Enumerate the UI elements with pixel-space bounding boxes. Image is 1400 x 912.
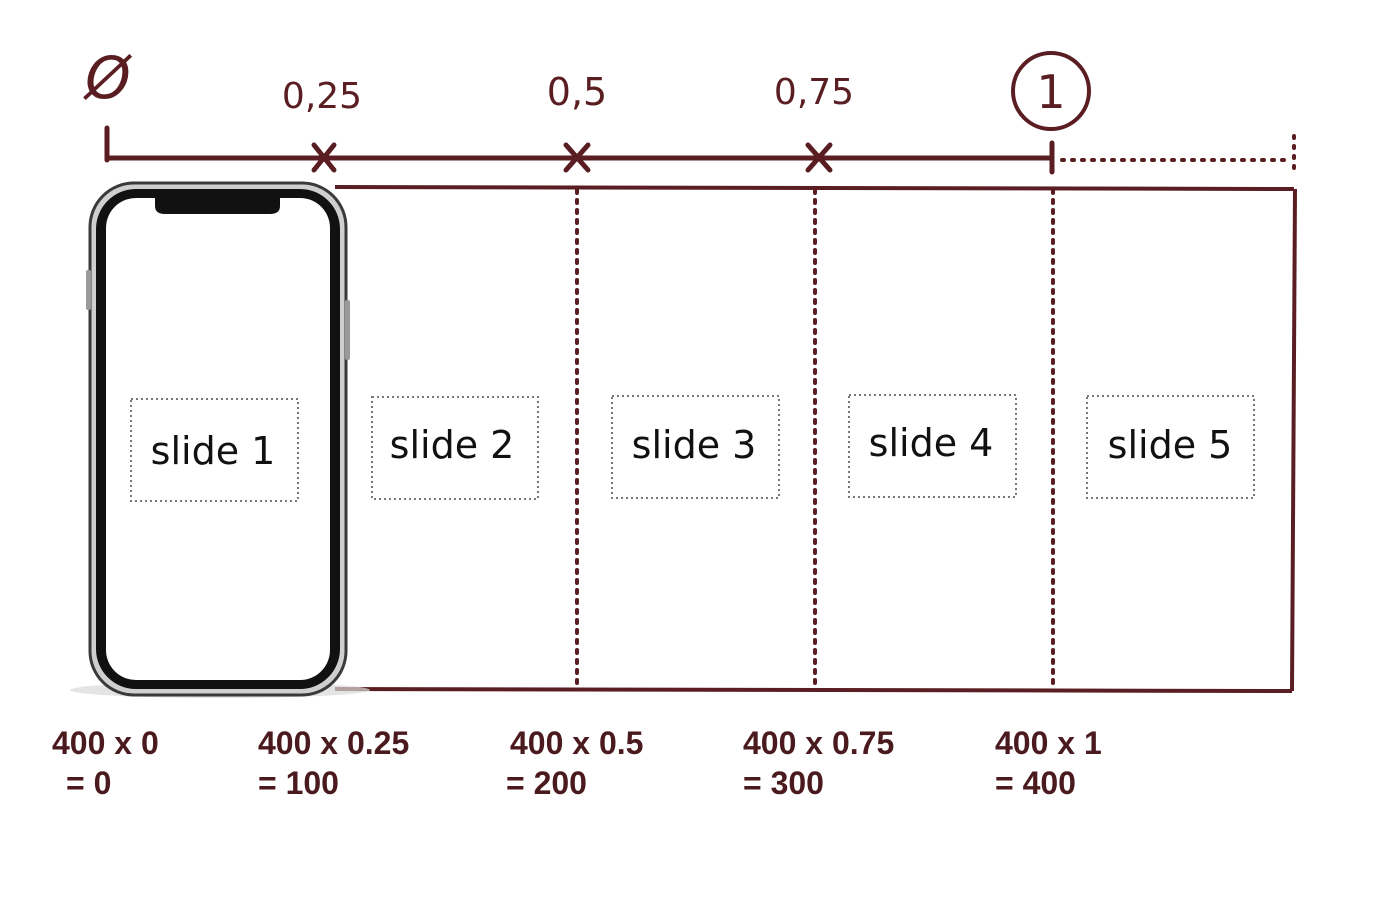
slide-label-4: slide 4 — [869, 421, 994, 465]
cross-mark-075 — [805, 142, 833, 173]
calculation-4: 400 x 1 = 400 — [995, 723, 1102, 803]
calculation-1: 400 x 0.25 = 100 — [258, 723, 409, 803]
tick-label-075: 0,75 — [774, 72, 854, 113]
slide-box-1 — [130, 398, 299, 502]
slide-box-3 — [611, 395, 780, 499]
calc-result-4: = 400 — [995, 765, 1076, 801]
slide-box-5 — [1086, 395, 1255, 499]
phone-screen — [106, 198, 330, 680]
calc-expr-0: 400 x 0 — [52, 725, 159, 761]
phone-side-button-left — [86, 270, 91, 310]
phone-notch — [155, 198, 280, 214]
end-label: 1 — [1036, 65, 1065, 119]
calc-result-0: = 0 — [66, 765, 112, 801]
calc-expr-1: 400 x 0.25 — [258, 725, 410, 761]
calc-expr-2: 400 x 0.5 — [510, 725, 644, 761]
slides-track — [334, 185, 1297, 693]
calculation-3: 400 x 0.75 = 300 — [743, 723, 894, 803]
track-top-border — [334, 185, 1295, 191]
tick-label-025: 0,25 — [282, 76, 362, 117]
slide-label-5: slide 5 — [1108, 423, 1233, 467]
calc-expr-3: 400 x 0.75 — [743, 725, 895, 761]
cross-mark-025 — [311, 142, 337, 173]
slide-label-2: slide 2 — [390, 423, 515, 467]
calc-result-2: = 200 — [506, 765, 587, 801]
phone-side-button-right — [345, 300, 350, 360]
slide-box-2 — [371, 396, 539, 500]
tick-label-05: 0,5 — [547, 70, 607, 114]
slide-labels: slide 1 slide 2 slide 3 slide 4 slide 5 — [151, 421, 1233, 473]
cross-mark-05 — [563, 142, 591, 173]
scale-zero-label: Ø — [83, 44, 132, 112]
smartphone-icon — [70, 181, 370, 698]
calc-result-3: = 300 — [743, 765, 824, 801]
slide-boxes — [130, 394, 1255, 502]
progress-scale — [104, 125, 1296, 175]
calculation-0: 400 x 0 = 0 — [52, 723, 159, 803]
track-bottom-border — [334, 687, 1293, 693]
slide-label-3: slide 3 — [632, 423, 757, 467]
calculation-2: 400 x 0.5 = 200 — [506, 723, 644, 803]
calc-result-1: = 100 — [258, 765, 339, 801]
track-right-border — [1290, 188, 1297, 692]
slide-label-1: slide 1 — [151, 429, 276, 473]
calc-expr-4: 400 x 1 — [995, 725, 1102, 761]
end-label-circle — [1011, 51, 1091, 131]
slide-box-4 — [848, 394, 1017, 498]
